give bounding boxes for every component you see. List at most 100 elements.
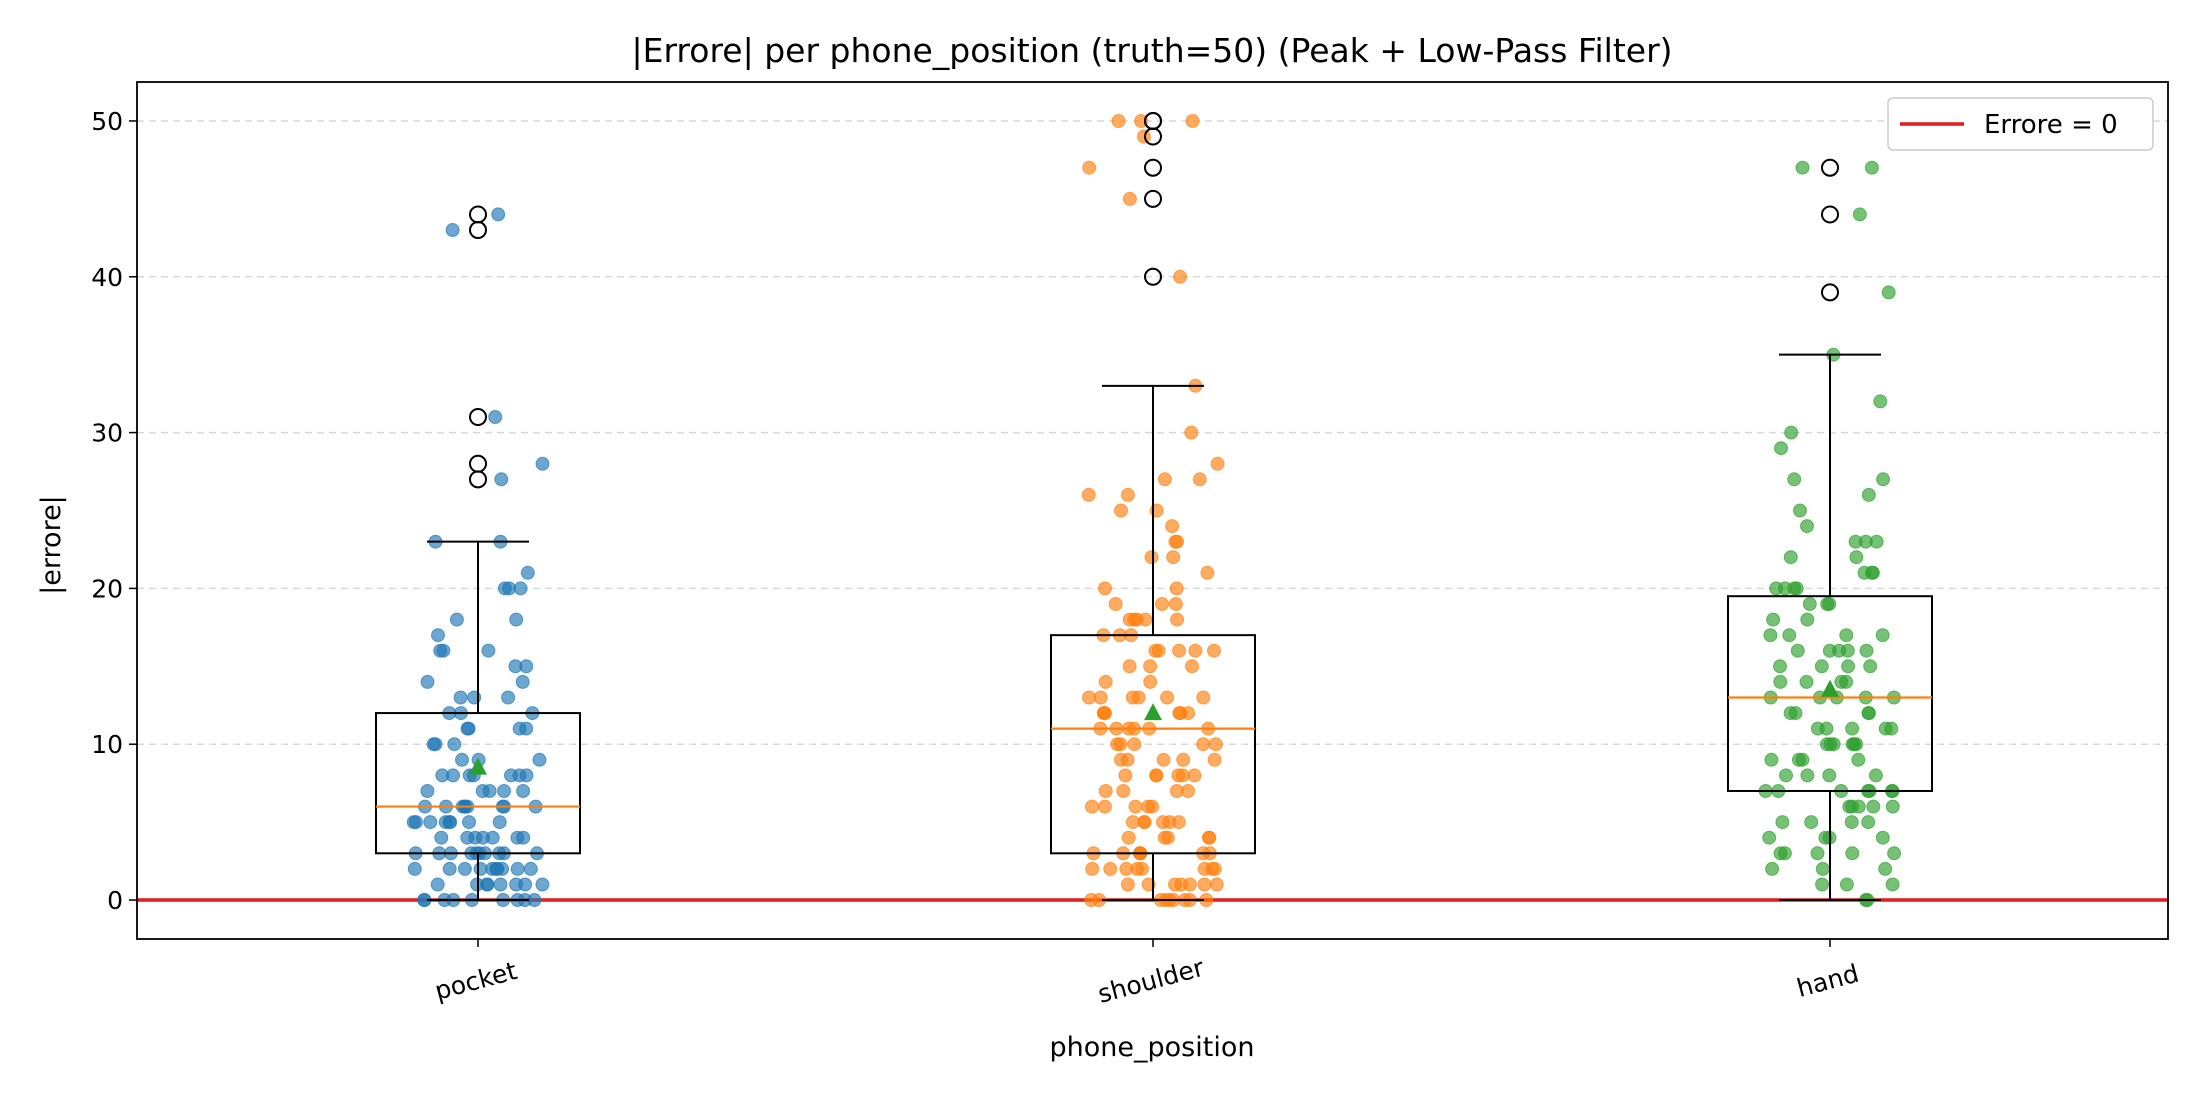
data-point [434, 830, 449, 845]
y-tick-label: 50 [91, 107, 123, 136]
data-point [1861, 487, 1876, 502]
data-point [457, 861, 472, 876]
data-point [449, 612, 464, 627]
data-point [1119, 861, 1134, 876]
data-point [1098, 674, 1113, 689]
legend: Errore = 0 [1887, 97, 2154, 151]
data-point [1200, 565, 1215, 580]
data-point [1207, 643, 1221, 658]
data-point [1187, 768, 1202, 783]
data-point [1118, 768, 1133, 783]
data-point [1103, 861, 1118, 876]
data-point [1116, 784, 1131, 798]
data-point [1165, 519, 1180, 534]
data-point [1185, 659, 1199, 674]
data-point [1875, 628, 1890, 643]
data-point [1136, 129, 1151, 144]
data-point [1168, 597, 1183, 611]
data-point [430, 877, 445, 892]
data-point [1156, 815, 1170, 830]
data-point [1868, 768, 1883, 783]
data-point [1885, 877, 1900, 892]
data-point [1134, 114, 1149, 128]
y-tick-label: 0 [107, 886, 123, 915]
data-point [1881, 285, 1896, 300]
data-point [1814, 659, 1829, 674]
data-point [1097, 799, 1112, 814]
data-point [1863, 659, 1878, 674]
data-point [406, 815, 421, 830]
y-tick-label: 10 [91, 730, 123, 759]
data-point [1120, 877, 1135, 892]
outlier-point [469, 408, 487, 427]
data-point [516, 784, 531, 798]
data-point [1141, 799, 1156, 814]
data-point [1170, 612, 1185, 627]
data-point [1822, 597, 1837, 611]
data-point [473, 861, 488, 876]
data-point [1773, 659, 1787, 674]
data-point [420, 674, 435, 689]
data-point [1098, 784, 1113, 798]
data-point [1875, 830, 1890, 845]
data-point [445, 223, 460, 237]
data-point [1143, 659, 1158, 674]
data-point [1160, 830, 1175, 845]
outlier-point [1144, 158, 1162, 177]
data-point [1084, 893, 1099, 907]
data-point [1762, 830, 1777, 845]
mean-marker [469, 757, 487, 775]
data-point [1202, 830, 1216, 845]
data-point [1172, 706, 1187, 721]
data-point [1815, 877, 1830, 892]
data-point [497, 784, 511, 798]
data-point [1819, 721, 1834, 736]
data-point [1210, 456, 1225, 471]
data-point [1113, 737, 1128, 752]
data-point [455, 752, 469, 767]
data-point [1205, 861, 1220, 876]
data-point [420, 784, 435, 798]
data-point [1866, 799, 1881, 814]
data-point [1861, 815, 1876, 830]
data-point [494, 472, 509, 487]
data-point [509, 612, 524, 627]
data-point [1131, 690, 1146, 705]
data-point [453, 690, 468, 705]
data-point [1168, 877, 1182, 892]
data-point [1777, 846, 1792, 861]
box-iqr [375, 712, 581, 855]
data-point [1766, 612, 1781, 627]
data-point [1791, 752, 1806, 767]
data-point [515, 674, 530, 689]
data-point [1839, 628, 1854, 643]
data-point [512, 768, 527, 783]
data-point [1800, 768, 1815, 783]
data-point [1141, 877, 1156, 892]
data-point [1845, 846, 1860, 861]
data-point [1849, 737, 1864, 752]
data-point [1097, 706, 1112, 721]
data-point [1093, 690, 1108, 705]
data-point [1885, 799, 1900, 814]
data-point [1799, 674, 1814, 689]
data-point [492, 815, 507, 830]
data-point [447, 737, 462, 752]
data-point [519, 659, 534, 674]
data-point [1169, 581, 1184, 596]
data-point [1120, 487, 1135, 502]
data-point [442, 815, 457, 830]
data-point [1168, 534, 1183, 549]
data-point [1173, 269, 1188, 284]
data-point [1196, 690, 1211, 705]
data-point [491, 207, 506, 222]
data-point [446, 768, 460, 783]
data-point [1122, 659, 1137, 674]
data-point [518, 877, 533, 892]
data-point [523, 861, 538, 876]
data-point [1769, 581, 1784, 596]
data-point [1171, 768, 1186, 783]
data-point [1802, 597, 1817, 611]
data-point [1120, 752, 1135, 767]
